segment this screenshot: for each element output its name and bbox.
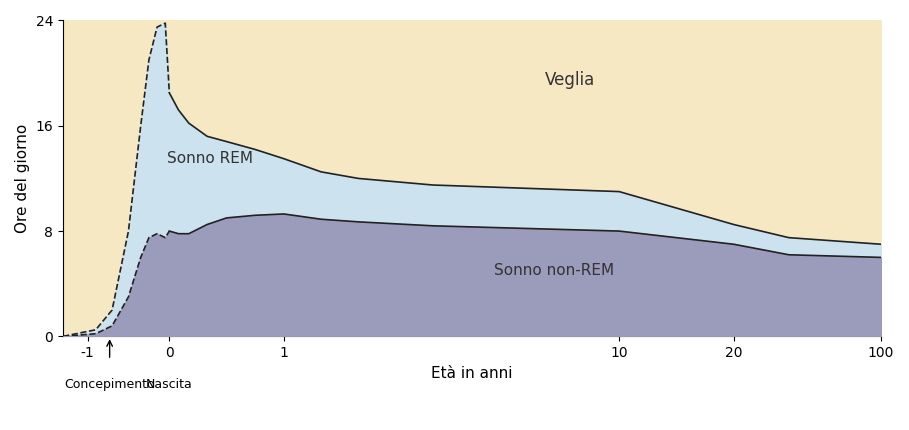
Text: Concepimento: Concepimento (65, 378, 155, 391)
Text: Sonno REM: Sonno REM (167, 151, 254, 166)
Text: Nascita: Nascita (146, 378, 193, 391)
Text: Veglia: Veglia (544, 71, 595, 89)
Y-axis label: Ore del giorno: Ore del giorno (15, 124, 30, 233)
X-axis label: Età in anni: Età in anni (431, 366, 513, 381)
Text: Sonno non-REM: Sonno non-REM (494, 263, 614, 278)
